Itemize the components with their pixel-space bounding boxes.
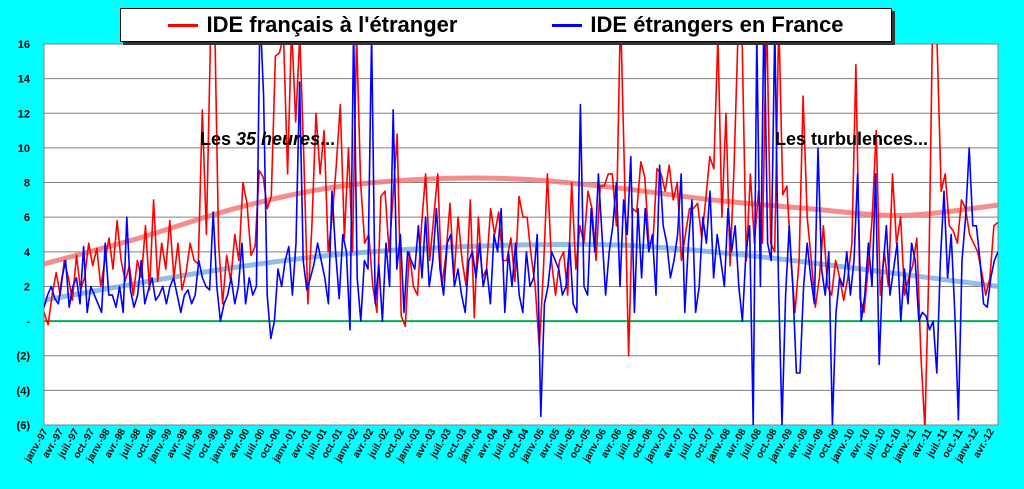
y-tick-label: 12 <box>18 108 30 120</box>
annot-turb: Les turbulences... <box>775 129 928 149</box>
plot-area <box>43 43 999 426</box>
annot-turb-part: Les turbulences... <box>775 129 928 149</box>
legend-item-etrangers: IDE étrangers en France <box>552 12 844 38</box>
y-tick-label: 14 <box>18 74 31 86</box>
y-tick-label: 4 <box>24 247 31 259</box>
legend-label-francais: IDE français à l'étranger <box>206 12 458 37</box>
legend-label-etrangers: IDE étrangers en France <box>590 12 844 37</box>
legend-swatch-red <box>168 23 199 27</box>
y-tick-label: 8 <box>24 178 30 190</box>
y-tick-label: 6 <box>24 212 30 224</box>
annot-35h-part: Les <box>200 129 236 149</box>
series-line-0 <box>44 44 998 425</box>
y-tick-label: - <box>26 316 30 328</box>
y-tick-label: (6) <box>17 420 31 432</box>
series-line-1 <box>44 44 998 425</box>
y-tick-label: 10 <box>18 143 30 155</box>
annot-35h: Les 35 heures... <box>200 129 335 149</box>
annot-35h-part: ... <box>320 129 335 149</box>
y-tick-label: 16 <box>18 39 30 51</box>
y-tick-label: 2 <box>24 281 30 293</box>
legend-swatch-blue <box>552 23 583 27</box>
annot-35h-part: 35 heures <box>236 129 320 149</box>
legend: IDE français à l'étranger IDE étrangers … <box>120 8 892 42</box>
legend-item-francais: IDE français à l'étranger <box>168 12 457 38</box>
y-tick-label: (4) <box>17 385 31 397</box>
trendline-1 <box>44 241 998 303</box>
plot-group <box>44 44 998 425</box>
y-tick-label: (2) <box>17 351 31 363</box>
